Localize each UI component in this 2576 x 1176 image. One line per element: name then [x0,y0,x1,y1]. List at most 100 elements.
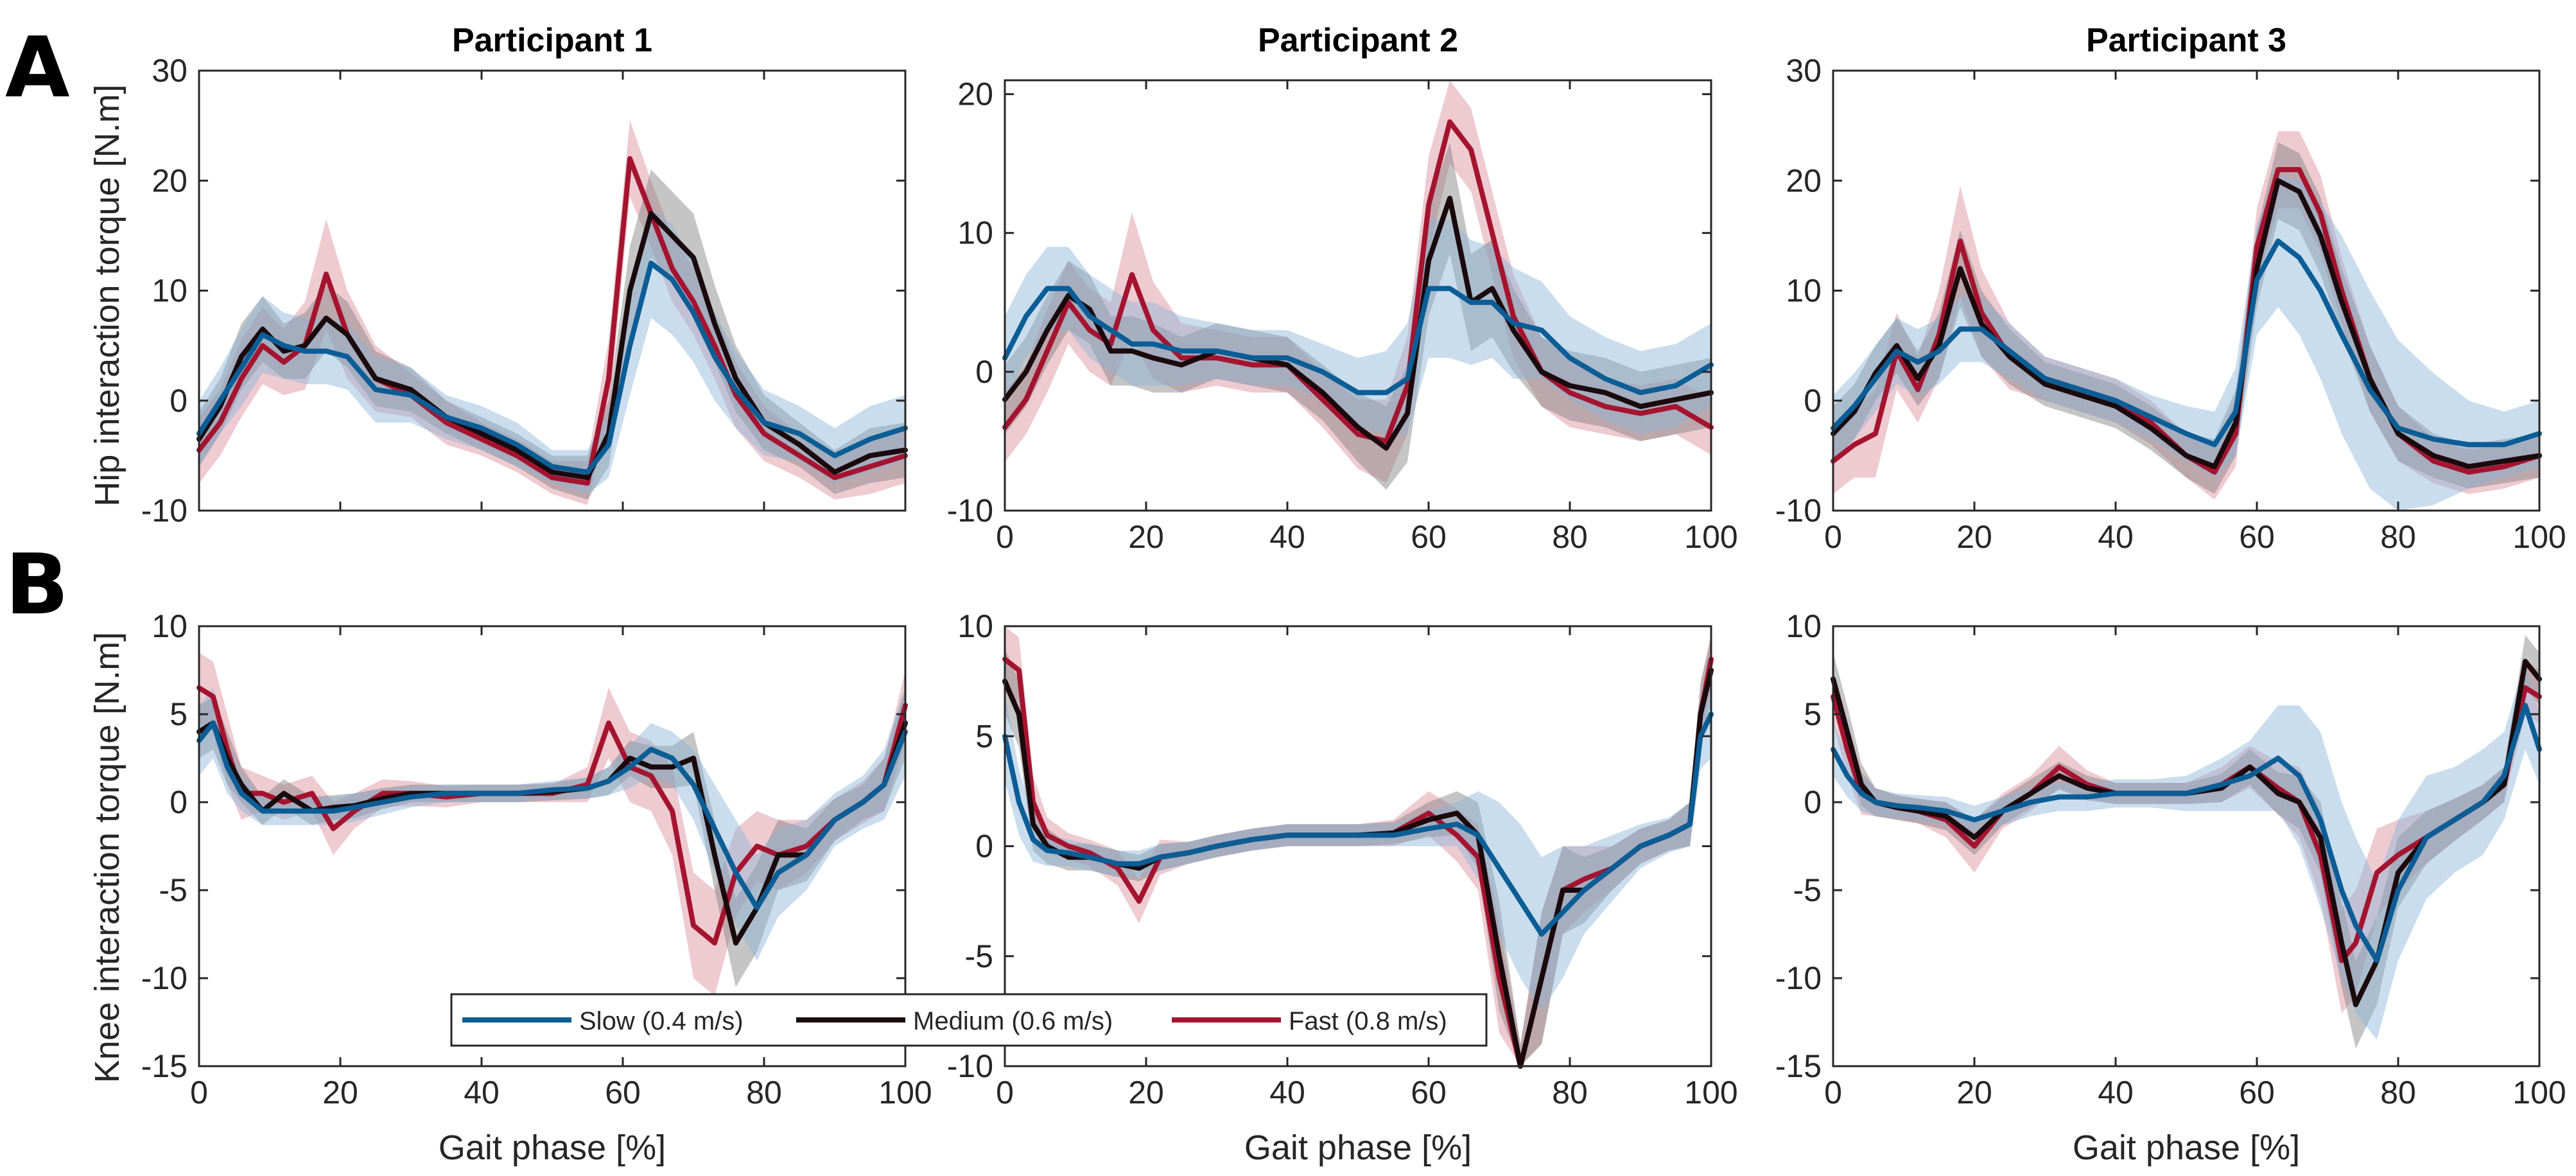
x-tick-label: 20 [1956,519,1992,555]
x-tick-label: 0 [996,519,1014,555]
x-tick-label: 40 [464,1075,500,1110]
x-tick-label: 0 [1824,519,1842,555]
y-tick-label: 0 [975,354,993,390]
y-tick-label: -5 [159,872,187,908]
y-tick-label: 0 [975,829,993,864]
y-tick-label: 0 [170,383,187,419]
y-tick-label: 10 [152,273,187,309]
y-tick-label: -10 [1775,960,1822,996]
knee-plot-2: 0 20 40 60 80 100 -10 -5 0 5 10 [947,608,1738,1110]
panel-letter-a: A [5,19,70,116]
y-tick-label: 20 [1786,162,1822,198]
x-tick-label: 40 [2098,1075,2134,1110]
x-tick-label: 80 [746,1075,782,1110]
x-tick-label: 60 [1411,1075,1447,1110]
x-tick-label: 80 [1552,519,1588,555]
x-tick-label: 60 [2239,519,2275,555]
band-medium [199,170,905,500]
y-tick-label: 30 [152,53,187,89]
y-tick-label: -15 [1775,1048,1822,1084]
x-tick-label: 100 [1684,519,1737,555]
title-participant-2: Participant 2 [1258,22,1458,59]
y-tick-label: 30 [1786,53,1822,89]
x-tick-label: 0 [1824,1075,1842,1110]
band-fast [1005,626,1711,1066]
band-slow [1833,175,2539,511]
x-axis-label-participant-3: Gait phase [%] [2073,1128,2300,1167]
y-tick-label: 10 [1786,273,1822,309]
y-tick-label: -15 [141,1048,187,1084]
knee-plot-3: 0 20 40 60 80 100 -15 -10 -5 0 5 10 [1775,608,2566,1110]
x-tick-label: 80 [2380,1075,2416,1110]
y-tick-label: 10 [957,608,993,644]
plot-area [1005,626,1711,1066]
x-axis-label-participant-2: Gait phase [%] [1244,1128,1472,1167]
band-medium [1833,142,2539,495]
legend-label-fast: Fast (0.8 m/s) [1289,1007,1447,1035]
band-medium [1005,143,1711,490]
title-participant-3: Participant 3 [2086,22,2286,59]
x-tick-label: 100 [2512,1075,2566,1110]
x-tick-label: 60 [2239,1075,2275,1110]
y-tick-label: 0 [170,784,187,820]
x-tick-label: 60 [605,1075,641,1110]
y-tick-label: 10 [1786,608,1822,644]
axes-frame [1004,79,1712,512]
legend: Slow (0.4 m/s) Medium (0.6 m/s) Fast (0.… [450,993,1488,1047]
x-tick-label: 100 [2512,519,2566,555]
panel-letter-b: B [5,536,69,633]
y-tick-label: -5 [1793,872,1822,908]
y-tick-label: 0 [1804,784,1822,820]
x-tick-label: 20 [322,1075,358,1110]
knee-y-axis-label: Knee interaction torque [N.m] [88,632,126,1083]
y-tick-label: -5 [965,938,993,974]
y-tick-label: -10 [947,1048,993,1084]
legend-label-medium: Medium (0.6 m/s) [913,1007,1113,1035]
y-tick-label: -10 [947,493,993,529]
y-tick-label: -10 [141,493,187,529]
knee-plot-1: 0 20 40 60 80 100 -15 -10 -5 0 5 10 [141,608,932,1110]
y-tick-label: 10 [152,608,187,644]
x-tick-label: 80 [1552,1075,1588,1110]
hip-plot-1: -10 0 10 20 30 [141,53,908,529]
band-slow [1833,661,2539,1040]
band-medium [1833,635,2539,1049]
plot-area [1005,80,1711,511]
y-tick-label: 20 [152,162,187,198]
x-tick-label: 60 [1411,519,1447,555]
legend-label-slow: Slow (0.4 m/s) [579,1007,744,1035]
series-line-slow [196,260,908,475]
band-fast [1005,80,1711,483]
x-tick-label: 20 [1128,1075,1164,1110]
y-tick-label: 0 [1804,383,1822,419]
x-tick-label: 0 [996,1075,1014,1110]
series-line-slow [196,720,908,911]
band-slow [1005,219,1711,435]
y-tick-label: -10 [1775,493,1822,529]
title-participant-1: Participant 1 [452,22,652,59]
series-line-fast [196,156,908,486]
y-tick-label: 20 [957,76,993,112]
series-line-slow [1002,286,1714,396]
x-tick-label: 100 [1684,1075,1737,1110]
series-line-fast [1002,119,1714,444]
x-axis-label-participant-1: Gait phase [%] [439,1128,666,1167]
legend-box [450,993,1488,1047]
x-tick-label: 20 [1956,1075,1992,1110]
x-tick-label: 40 [2098,519,2134,555]
band-fast [1833,131,2539,500]
y-tick-label: 5 [975,718,993,754]
axes-frame [198,625,907,1067]
x-tick-label: 100 [878,1075,932,1110]
x-tick-label: 20 [1128,519,1164,555]
band-fast [199,120,905,505]
x-tick-label: 80 [2380,519,2416,555]
x-tick-label: 40 [1269,1075,1305,1110]
band-medium [1005,637,1711,1066]
series-line-slow [1002,712,1714,937]
y-tick-label: 5 [1804,696,1822,732]
y-tick-label: -10 [141,960,187,996]
